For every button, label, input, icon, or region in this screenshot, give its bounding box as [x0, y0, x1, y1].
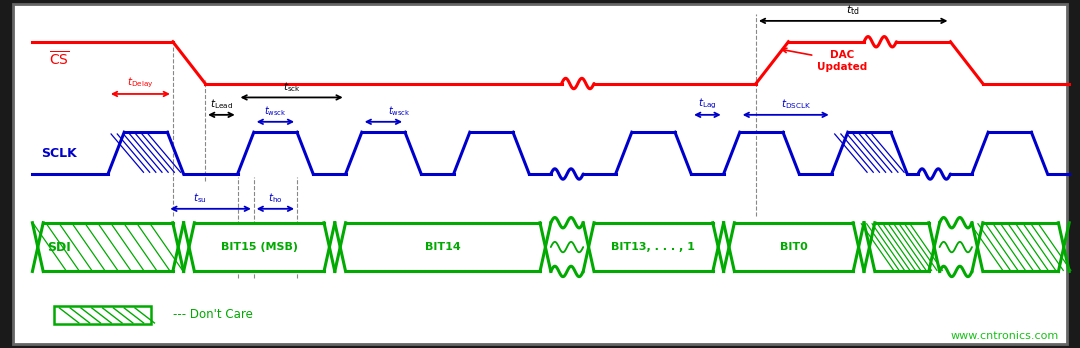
Polygon shape	[194, 223, 324, 271]
Text: DAC
Updated: DAC Updated	[782, 48, 867, 72]
Text: $t_\mathrm{DSCLK}$: $t_\mathrm{DSCLK}$	[781, 97, 812, 111]
Text: $t_\mathrm{Lead}$: $t_\mathrm{Lead}$	[210, 97, 233, 111]
Text: SDI: SDI	[48, 240, 71, 254]
Text: $t_\mathrm{wsck}$: $t_\mathrm{wsck}$	[389, 104, 410, 118]
Polygon shape	[43, 223, 173, 271]
Text: BIT15 (MSB): BIT15 (MSB)	[220, 242, 298, 252]
Text: SCLK: SCLK	[41, 147, 78, 160]
Text: $t_\mathrm{sck}$: $t_\mathrm{sck}$	[283, 80, 300, 94]
Text: $t_\mathrm{wsck}$: $t_\mathrm{wsck}$	[265, 104, 286, 118]
Bar	[54, 306, 151, 324]
Text: BIT14: BIT14	[424, 242, 461, 252]
Text: BIT13, . . . , 1: BIT13, . . . , 1	[611, 242, 696, 252]
Text: $t_\mathrm{td}$: $t_\mathrm{td}$	[847, 3, 860, 17]
Text: $t_\mathrm{Lag}$: $t_\mathrm{Lag}$	[698, 97, 717, 111]
Text: $t_\mathrm{Delay}$: $t_\mathrm{Delay}$	[127, 76, 153, 90]
Polygon shape	[983, 223, 1058, 271]
Text: --- Don't Care: --- Don't Care	[173, 308, 253, 322]
Polygon shape	[594, 223, 713, 271]
Text: BIT0: BIT0	[780, 242, 808, 252]
Polygon shape	[875, 223, 929, 271]
Text: www.cntronics.com: www.cntronics.com	[950, 331, 1058, 341]
Text: $t_\mathrm{su}$: $t_\mathrm{su}$	[193, 191, 206, 205]
Text: $t_\mathrm{ho}$: $t_\mathrm{ho}$	[268, 191, 283, 205]
Polygon shape	[734, 223, 853, 271]
Polygon shape	[346, 223, 540, 271]
Text: $\overline{\mathsf{CS}}$: $\overline{\mathsf{CS}}$	[50, 50, 69, 68]
